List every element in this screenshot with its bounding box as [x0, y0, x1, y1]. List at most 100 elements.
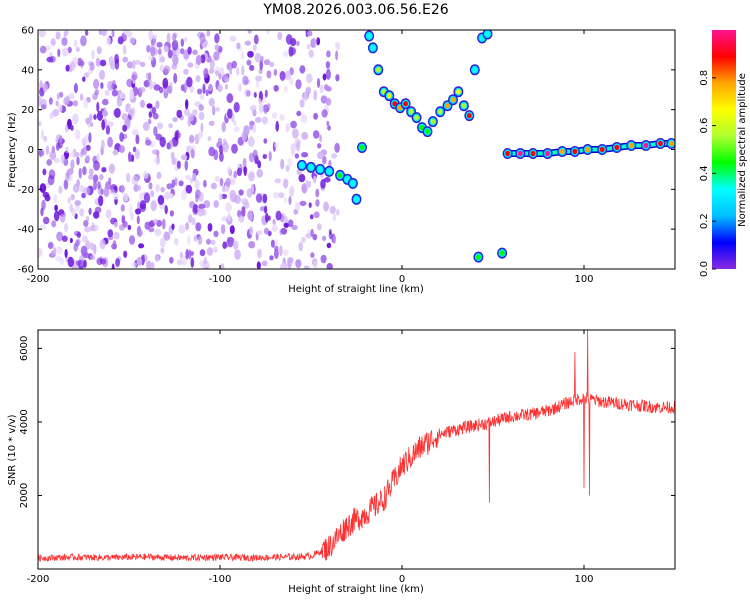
noise-blob — [247, 136, 255, 147]
noise-blob — [221, 121, 226, 133]
noise-blob — [195, 75, 201, 83]
noise-blob — [266, 70, 272, 79]
noise-blob — [128, 108, 134, 116]
noise-blob — [209, 67, 215, 75]
noise-blob — [67, 46, 72, 54]
noise-blob — [242, 198, 248, 204]
signal-point — [386, 93, 392, 99]
noise-blob — [241, 131, 247, 142]
snr-y-ticks: 2000 4000 6000 — [19, 336, 675, 508]
noise-blob — [59, 213, 66, 223]
noise-blob — [89, 62, 95, 71]
noise-blob — [93, 114, 97, 120]
noise-blob — [288, 196, 292, 205]
noise-blob — [158, 53, 164, 64]
noise-blob — [88, 174, 94, 180]
noise-blob — [188, 113, 194, 122]
noise-blob — [149, 79, 153, 90]
noise-blob — [162, 218, 166, 230]
noise-blob — [327, 125, 331, 131]
noise-blob — [53, 210, 60, 222]
noise-blob — [159, 64, 164, 72]
noise-blob — [268, 151, 272, 162]
noise-blob — [95, 57, 101, 67]
noise-blob — [283, 178, 289, 189]
noise-blob — [65, 146, 69, 154]
noise-blob — [148, 227, 155, 233]
noise-blob — [74, 213, 78, 220]
noise-blob — [301, 236, 306, 243]
figure-title: YM08.2026.003.06.56.E26 — [262, 2, 448, 18]
signal-point — [517, 150, 523, 157]
noise-blob — [65, 64, 70, 72]
noise-blob — [225, 177, 231, 188]
noise-blob — [151, 34, 158, 39]
noise-blob — [133, 184, 139, 192]
noise-blob — [60, 154, 66, 164]
noise-blob — [185, 99, 189, 110]
noise-blob — [79, 185, 85, 193]
noise-blob — [270, 239, 275, 248]
noise-blob — [322, 235, 327, 241]
noise-blob — [249, 64, 255, 71]
noise-blob — [172, 117, 178, 123]
noise-blob — [227, 166, 232, 175]
noise-blob — [290, 120, 297, 129]
noise-blob — [105, 36, 112, 46]
noise-blob — [172, 54, 179, 66]
noise-blob — [323, 84, 329, 91]
signal-point — [425, 129, 430, 135]
noise-blob — [114, 108, 121, 118]
noise-blob — [46, 45, 51, 51]
noise-blob — [58, 185, 63, 194]
noise-blob — [211, 105, 216, 116]
noise-blob — [126, 78, 133, 88]
noise-blob — [312, 130, 320, 139]
noise-blob — [199, 249, 206, 257]
noise-blob — [136, 256, 143, 266]
noise-blob — [53, 194, 58, 203]
noise-blob — [202, 83, 206, 95]
noise-blob — [265, 212, 269, 223]
noise-blob — [81, 192, 86, 199]
noise-blob — [83, 259, 87, 268]
noise-blob — [300, 113, 308, 124]
noise-blob — [72, 113, 79, 125]
noise-blob — [61, 37, 68, 46]
noise-blob — [207, 136, 212, 142]
spectrogram-y-ticks: -60 -40 -20 0 20 40 60 — [18, 26, 675, 276]
noise-blob — [143, 192, 151, 204]
noise-blob — [56, 246, 63, 255]
noise-blob — [192, 49, 198, 56]
noise-blob — [123, 30, 130, 35]
noise-blob — [168, 123, 174, 129]
noise-blob — [279, 114, 285, 122]
noise-blob — [151, 106, 157, 115]
noise-blob — [283, 249, 289, 256]
noise-blob — [104, 90, 110, 96]
noise-blob — [113, 221, 119, 229]
noise-blob — [85, 155, 91, 162]
noise-blob — [41, 199, 46, 211]
noise-blob — [224, 83, 228, 90]
spectrogram-x-ticks: -200 -100 0 100 — [27, 30, 594, 285]
noise-blob — [255, 193, 263, 203]
noise-blob — [132, 59, 136, 70]
noise-blob — [191, 217, 196, 226]
noise-blob — [63, 31, 67, 37]
noise-blob — [164, 192, 171, 200]
noise-blob — [287, 158, 293, 167]
noise-blob — [323, 177, 331, 183]
signal-point — [450, 97, 456, 103]
noise-blob — [148, 118, 152, 124]
noise-blob — [99, 239, 106, 250]
x-tick-label: 0 — [399, 274, 405, 285]
noise-blob — [80, 245, 88, 257]
noise-blob — [189, 177, 194, 184]
noise-blob — [215, 106, 220, 112]
noise-blob — [222, 73, 229, 82]
noise-blob — [248, 171, 255, 182]
noise-blob — [169, 81, 173, 91]
signal-point — [505, 150, 510, 157]
noise-blob — [155, 100, 160, 109]
